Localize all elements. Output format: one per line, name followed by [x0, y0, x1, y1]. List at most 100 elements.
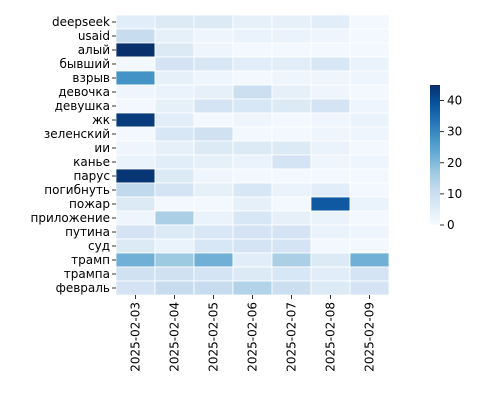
heatmap-cell — [193, 238, 234, 254]
heatmap-cell — [310, 252, 351, 268]
heatmap-cell — [271, 28, 312, 44]
heatmap-cell — [193, 168, 234, 184]
heatmap-cell — [271, 56, 312, 72]
x-tick-label: 2025-02-04 — [168, 302, 182, 372]
y-tick-label: девочка — [58, 85, 110, 99]
heatmap-cell — [232, 14, 273, 30]
heatmap-cell — [271, 196, 312, 212]
heatmap-cell — [271, 210, 312, 226]
heatmap-cell — [154, 112, 195, 128]
heatmap-cell — [154, 84, 195, 100]
heatmap-cell — [271, 168, 312, 184]
heatmap-cell — [310, 98, 351, 114]
heatmap-cell — [193, 14, 234, 30]
x-tick-label: 2025-02-05 — [207, 302, 221, 372]
heatmap-cell — [193, 140, 234, 156]
heatmap-cell — [154, 98, 195, 114]
heatmap-cell — [115, 224, 156, 240]
x-tick-label: 2025-02-09 — [363, 302, 377, 372]
heatmap-cell — [154, 70, 195, 86]
colorbar-tick-label: 40 — [447, 94, 462, 108]
heatmap-cell — [115, 84, 156, 100]
heatmap-cell — [349, 252, 390, 268]
heatmap-cell — [232, 168, 273, 184]
heatmap-cell — [271, 280, 312, 296]
heatmap-cell — [115, 28, 156, 44]
y-tick-label: путина — [65, 225, 110, 239]
heatmap-cell — [271, 14, 312, 30]
heatmap-cell — [115, 14, 156, 30]
heatmap-cell — [349, 168, 390, 184]
heatmap-cell — [271, 84, 312, 100]
y-tick-label: usaid — [78, 29, 110, 43]
heatmap-cell — [154, 28, 195, 44]
heatmap-cell — [193, 42, 234, 58]
heatmap-cell — [271, 238, 312, 254]
heatmap-cell — [271, 126, 312, 142]
heatmap-cell — [193, 182, 234, 198]
y-tick-label: погибнуть — [44, 183, 110, 197]
y-tick-label: приложение — [31, 211, 111, 225]
y-tick-label: зеленский — [44, 127, 110, 141]
heatmap-cell — [310, 154, 351, 170]
heatmap-cell — [349, 196, 390, 212]
y-tick-label: февраль — [56, 281, 110, 295]
y-tick-label: трамп — [71, 253, 110, 267]
heatmap-cell — [232, 266, 273, 282]
heatmap-cell — [154, 56, 195, 72]
y-tick-label: девушка — [55, 99, 110, 113]
heatmap-cell — [271, 154, 312, 170]
heatmap-cell — [193, 112, 234, 128]
heatmap-cell — [271, 112, 312, 128]
heatmap-cell — [271, 252, 312, 268]
heatmap-cell — [232, 252, 273, 268]
heatmap-cell — [115, 168, 156, 184]
heatmap-cell — [115, 56, 156, 72]
heatmap-cell — [349, 112, 390, 128]
heatmap-cell — [310, 266, 351, 282]
heatmap-cell — [232, 56, 273, 72]
heatmap-cell — [310, 238, 351, 254]
heatmap-cell — [154, 196, 195, 212]
heatmap-cell — [193, 224, 234, 240]
y-tick-label: бывший — [59, 57, 110, 71]
heatmap-cell — [232, 238, 273, 254]
heatmap-cell — [115, 140, 156, 156]
heatmap-cell — [310, 14, 351, 30]
heatmap-cell — [271, 140, 312, 156]
colorbar-tick-label: 10 — [447, 187, 462, 201]
y-tick-label: жк — [92, 113, 110, 127]
heatmap-cell — [349, 98, 390, 114]
heatmap-cell — [310, 182, 351, 198]
heatmap-cell — [154, 154, 195, 170]
heatmap-cell — [232, 196, 273, 212]
heatmap-cell — [232, 112, 273, 128]
heatmap-cell — [154, 42, 195, 58]
heatmap-cell — [193, 70, 234, 86]
heatmap-cell — [310, 42, 351, 58]
heatmap-cell — [310, 112, 351, 128]
heatmap-cell — [193, 252, 234, 268]
heatmap-cell — [193, 266, 234, 282]
heatmap-cell — [115, 126, 156, 142]
heatmap-cell — [193, 126, 234, 142]
heatmap-cell — [349, 42, 390, 58]
heatmap-cell — [154, 266, 195, 282]
heatmap-cell — [271, 42, 312, 58]
heatmap-cell — [193, 154, 234, 170]
y-tick-label: суд — [88, 239, 110, 253]
heatmap-cell — [310, 168, 351, 184]
heatmap-cell — [349, 182, 390, 198]
heatmap-cell — [271, 224, 312, 240]
heatmap-cell — [349, 14, 390, 30]
heatmap-cell — [232, 224, 273, 240]
heatmap-cell — [310, 56, 351, 72]
heatmap-cell — [154, 140, 195, 156]
heatmap-cell — [349, 140, 390, 156]
heatmap-cell — [349, 28, 390, 44]
heatmap-cell — [271, 98, 312, 114]
heatmap-cell — [115, 210, 156, 226]
heatmap-cell — [193, 84, 234, 100]
heatmap-cell — [349, 266, 390, 282]
